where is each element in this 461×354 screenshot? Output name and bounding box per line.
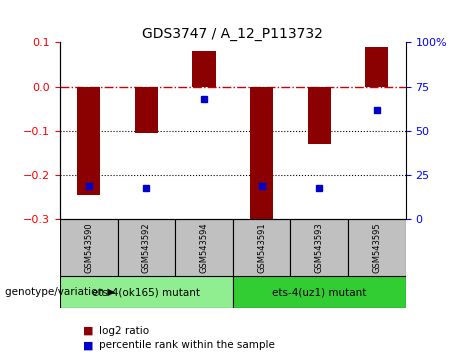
Text: GSM543595: GSM543595 (372, 222, 381, 273)
Text: ■: ■ (83, 340, 94, 350)
Bar (348, 219, 406, 276)
Bar (135, 87, 158, 133)
Text: GSM543594: GSM543594 (200, 222, 208, 273)
Bar (233, 219, 290, 276)
Bar (77, 87, 100, 195)
Bar (233, 276, 406, 308)
Bar (60, 276, 233, 308)
Text: GSM543591: GSM543591 (257, 222, 266, 273)
Bar (250, 87, 273, 222)
Text: log2 ratio: log2 ratio (99, 326, 149, 336)
Text: percentile rank within the sample: percentile rank within the sample (99, 340, 275, 350)
Bar (118, 219, 175, 276)
Text: GSM543590: GSM543590 (84, 222, 93, 273)
Text: ets-4(ok165) mutant: ets-4(ok165) mutant (92, 287, 201, 297)
Bar (60, 219, 118, 276)
Title: GDS3747 / A_12_P113732: GDS3747 / A_12_P113732 (142, 28, 323, 41)
Bar (175, 219, 233, 276)
Bar (365, 47, 388, 87)
Text: genotype/variation ▶: genotype/variation ▶ (5, 287, 115, 297)
Bar (290, 219, 348, 276)
Text: ■: ■ (83, 326, 94, 336)
Text: ets-4(uz1) mutant: ets-4(uz1) mutant (272, 287, 366, 297)
Text: GSM543593: GSM543593 (315, 222, 324, 273)
Bar (308, 87, 331, 144)
Text: GSM543592: GSM543592 (142, 222, 151, 273)
Bar (193, 51, 216, 87)
